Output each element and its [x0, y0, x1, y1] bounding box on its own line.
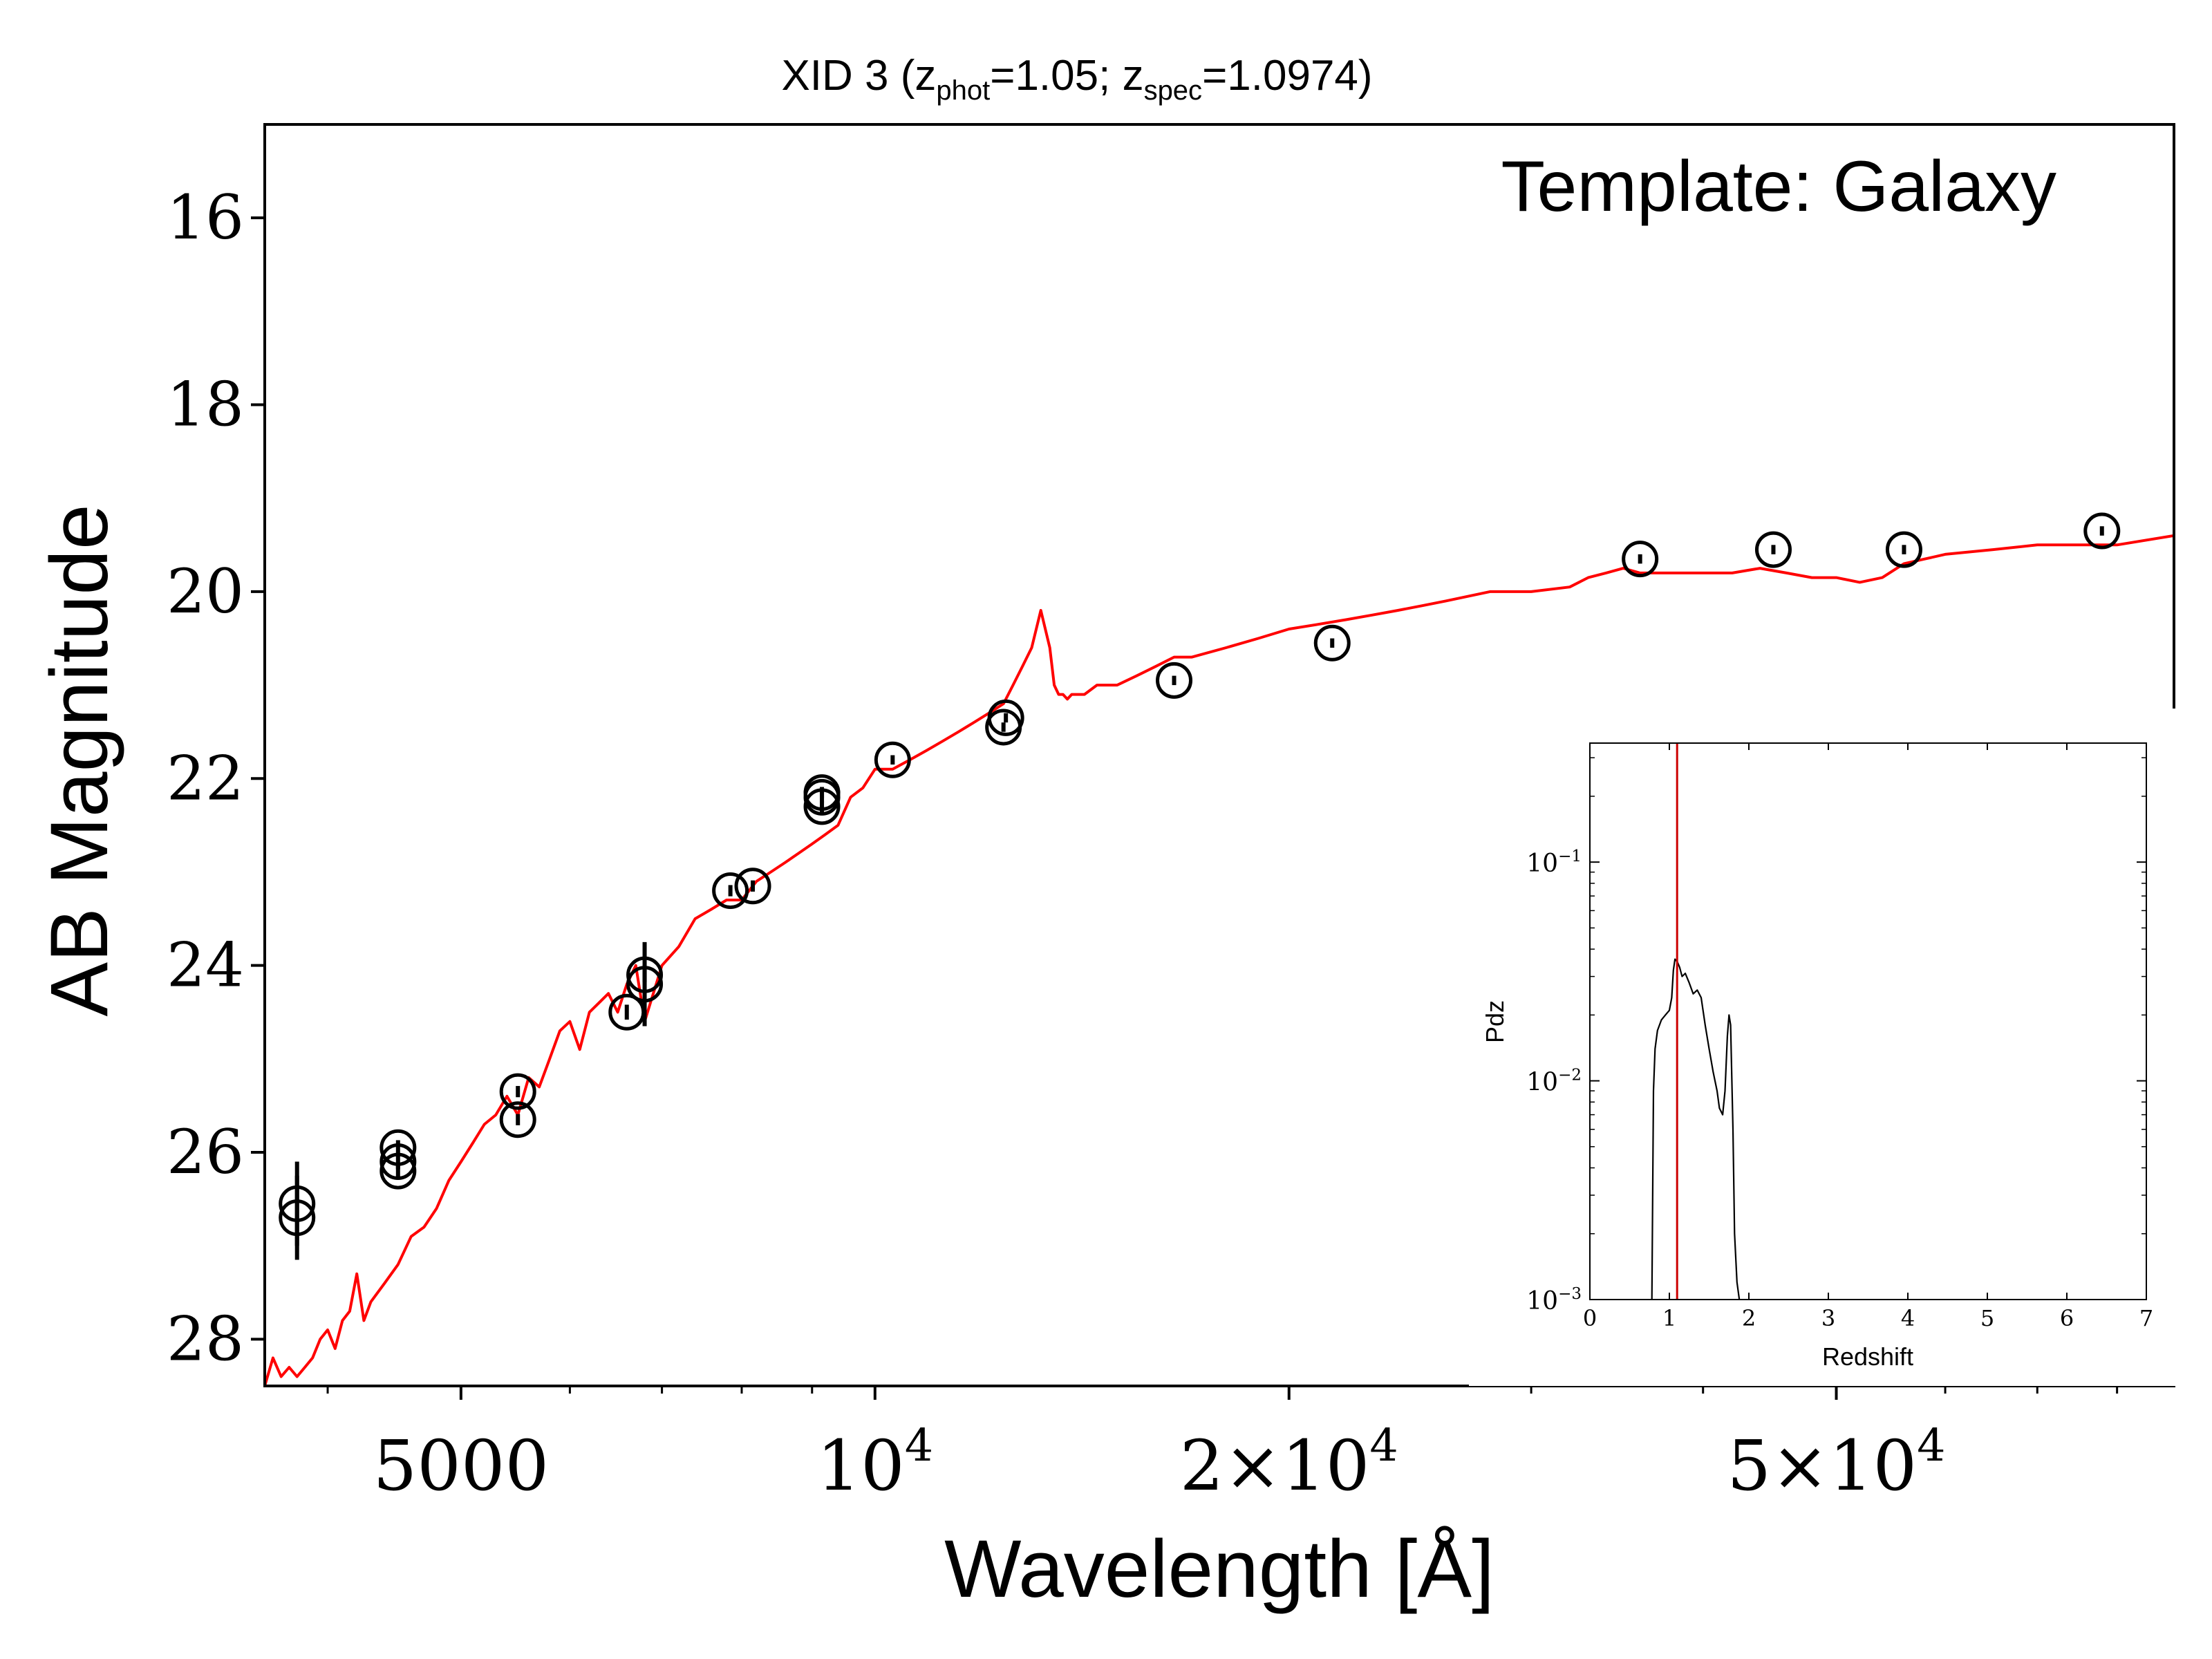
x-axis-label: Wavelength [Å] — [944, 1524, 1494, 1615]
inset-x-tick-label: 4 — [1901, 1305, 1915, 1331]
photometry-point — [712, 872, 749, 910]
inset-background — [1469, 709, 2188, 1386]
photometry-point — [379, 1129, 417, 1166]
x-tick-label: 2×104 — [1180, 1420, 1398, 1506]
photometry-point — [279, 1185, 316, 1222]
y-tick-label: 18 — [167, 369, 244, 440]
photometry-point — [1622, 541, 1659, 578]
y-tick-label: 28 — [167, 1303, 244, 1374]
inset-x-axis-label: Redshift — [1822, 1342, 1913, 1371]
inset-x-tick-label: 2 — [1742, 1305, 1756, 1331]
inset-plot: 0 1 2 3 4 5 6 7 10−1 10−2 10−3 Redshift Pdz — [1469, 709, 2188, 1386]
inset-x-tick-label: 7 — [2139, 1305, 2153, 1331]
annotation-template: Template: Galaxy — [1501, 147, 2056, 227]
inset-x-tick-label: 3 — [1821, 1305, 1835, 1331]
inset-plot-ticks: 0 1 2 3 4 5 6 7 10−1 10−2 10−3 — [1526, 743, 2153, 1331]
chart-title: XID 3 (zphot=1.05; zspec=1.0974) — [781, 52, 1372, 106]
y-axis-label: AB Magnitude — [34, 504, 125, 1016]
x-tick-label: 104 — [817, 1420, 934, 1506]
inset-y-tick-label: 10−3 — [1526, 1285, 1582, 1315]
x-tick-label: 5000 — [373, 1425, 550, 1506]
photometry-point — [1156, 662, 1193, 699]
y-tick-label: 20 — [167, 556, 244, 627]
photometry-point — [987, 699, 1024, 736]
photometry-point — [626, 956, 664, 993]
inset-y-tick-label: 10−1 — [1526, 847, 1582, 878]
photometry-point — [499, 1101, 536, 1138]
photometry-point — [874, 741, 911, 778]
photometry-point — [1885, 531, 1922, 568]
y-tick-label: 16 — [167, 182, 244, 253]
inset-x-tick-label: 1 — [1662, 1305, 1676, 1331]
photometry-point — [1313, 624, 1351, 662]
inset-plot-frame — [1589, 742, 2147, 1300]
inset-plot-marks — [1651, 743, 1741, 1300]
inset-y-tick-label: 10−2 — [1526, 1067, 1582, 1097]
inset-x-tick-label: 0 — [1583, 1305, 1597, 1331]
photometry-point — [2083, 512, 2121, 550]
y-tick-label: 22 — [167, 742, 244, 814]
inset-y-axis-label: Pdz — [1481, 1000, 1509, 1043]
x-tick-label: 5×104 — [1727, 1420, 1945, 1506]
inset-x-tick-label: 5 — [1980, 1305, 1994, 1331]
y-tick-label: 26 — [167, 1116, 244, 1188]
photometry-point — [734, 868, 771, 905]
photometry-point — [499, 1073, 536, 1110]
y-tick-label: 24 — [167, 930, 244, 1001]
photometry-point — [803, 774, 841, 812]
photometry-point — [1754, 531, 1792, 568]
pdz-curve — [1651, 958, 1741, 1300]
main-plot-marks — [265, 512, 2174, 1386]
inset-x-tick-label: 6 — [2060, 1305, 2074, 1331]
